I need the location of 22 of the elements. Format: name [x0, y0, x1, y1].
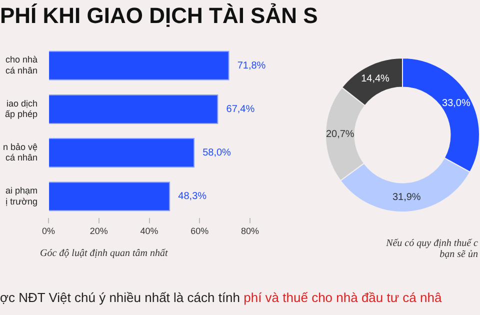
y-tick-label: iao dịch ấp phép [4, 98, 38, 120]
data-label: 71,8% [237, 60, 266, 72]
text: ợc NĐT Việt chú ý nhiều nhất là cách tính [0, 290, 242, 305]
y-tick-label: cho nhà cá nhân [5, 54, 38, 76]
data-label: 33,0% [442, 98, 470, 109]
x-tick-label: 60% [190, 226, 209, 236]
y-tick-label: ai phạm ị trường [5, 185, 38, 206]
text: Nếu có quy định thuế c bạn sẽ ủn [386, 238, 478, 260]
x-tick-label: 40% [140, 226, 158, 236]
data-label: 20,7% [326, 128, 354, 140]
x-tick-label: 20% [90, 226, 108, 236]
data-label: 31,9% [392, 192, 421, 203]
y-tick-label: n bảo vệ cá nhân [2, 142, 38, 163]
text: Góc độ luật định quan tâm nhất [40, 248, 168, 259]
data-label: 14,4% [361, 74, 390, 85]
chart-title: PHÍ KHI GIAO DỊCH TÀI SẢN S [0, 3, 319, 29]
text: phí và thuế cho nhà đầu tư cá nhâ [244, 290, 442, 305]
data-label: 48,3% [178, 191, 207, 202]
data-label: 58,0% [202, 148, 232, 159]
x-tick-label: 80% [240, 226, 260, 236]
data-label: 67,4% [226, 104, 255, 115]
x-tick-label: 0% [42, 226, 56, 236]
